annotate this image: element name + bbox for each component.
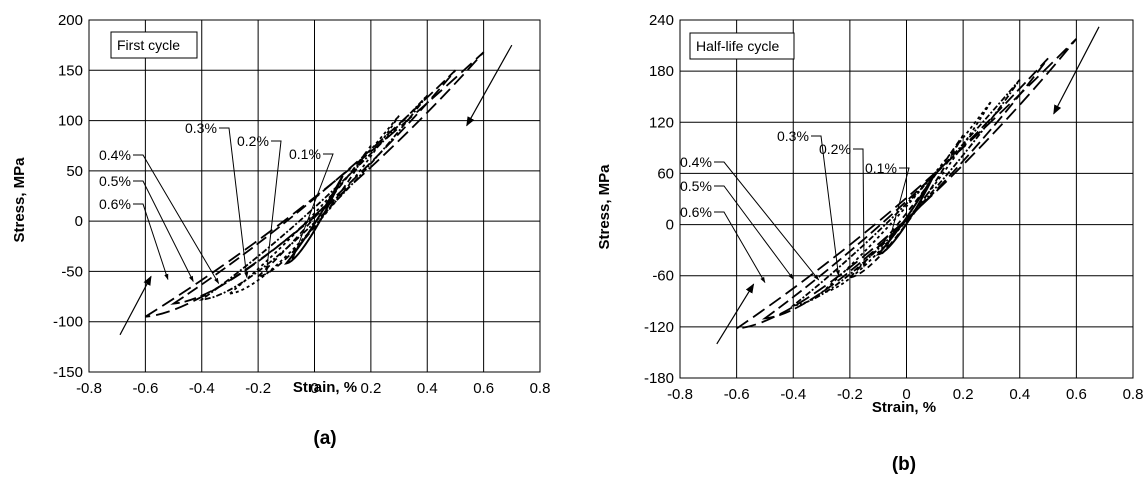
panel-a-legend-text: First cycle	[117, 37, 180, 53]
panel-a-y-ticks: -150 -100 -50 0 50 100 150 200	[53, 12, 83, 381]
y-tick-label: 50	[66, 163, 83, 180]
amplitude-label: 0.2%	[237, 133, 269, 149]
y-tick-label: 180	[649, 63, 674, 80]
panel-b-annotations: 0.6% 0.5% 0.4% 0.3% 0.2% 0.1%	[680, 128, 910, 284]
panel-b-loops	[716, 26, 1100, 345]
panel-a-y-axis-label: Stress, MPa	[11, 157, 28, 243]
amplitude-label: 0.3%	[777, 128, 809, 144]
x-tick-label: -0.8	[76, 380, 102, 397]
panel-a-grid	[88, 19, 541, 373]
y-tick-label: -50	[61, 263, 83, 280]
panel-a-x-axis-label: Strain, %	[293, 379, 357, 396]
x-tick-label: -0.6	[132, 380, 158, 397]
direction-arrow	[716, 283, 755, 345]
x-tick-label: 0.2	[953, 386, 974, 403]
amplitude-label: 0.5%	[99, 173, 131, 189]
amplitude-leader-line	[219, 127, 249, 279]
panel-b-y-axis-label: Stress, MPa	[596, 164, 613, 250]
amplitude-leader-line	[133, 154, 220, 285]
amplitude-leader-line	[853, 148, 867, 268]
x-tick-label: 0.4	[1009, 386, 1030, 403]
x-tick-label: -0.4	[780, 386, 806, 403]
amplitude-leader-line	[265, 140, 282, 273]
amplitude-leader-line	[291, 153, 334, 262]
amplitude-label: 0.2%	[819, 141, 851, 157]
panel-a-loops	[119, 44, 513, 336]
x-tick-label: 0	[310, 380, 318, 397]
y-tick-label: 240	[649, 12, 674, 29]
amplitude-label: 0.6%	[99, 196, 131, 212]
x-tick-label: 0.8	[530, 380, 551, 397]
y-tick-label: -150	[53, 364, 83, 381]
direction-arrow	[1053, 26, 1100, 115]
panel-a-annotations: 0.6% 0.5% 0.4% 0.3% 0.2% 0.1%	[99, 120, 334, 285]
y-tick-label: 60	[657, 165, 674, 182]
amplitude-leader-line	[133, 180, 194, 283]
amplitude-label: 0.6%	[680, 204, 712, 220]
hysteresis-loop-0.6%	[144, 51, 485, 318]
hysteresis-loop-0.6%	[733, 38, 1078, 330]
amplitude-label: 0.4%	[680, 154, 712, 170]
x-tick-label: 0.2	[360, 380, 381, 397]
y-tick-label: 0	[75, 213, 83, 230]
x-tick-label: -0.8	[667, 386, 693, 403]
amplitude-leader-line	[811, 135, 840, 277]
x-tick-label: -0.4	[189, 380, 215, 397]
direction-arrow	[119, 275, 152, 336]
panel-a-chart: -0.8 -0.6 -0.4 -0.2 0 0.2 0.4 0.6 0.8 -150 -100 -5…	[11, 12, 550, 449]
panel-b-x-ticks: -0.8 -0.6 -0.4 -0.2 0 0.2 0.4 0.6 0.8	[667, 386, 1143, 403]
direction-arrow	[466, 44, 513, 127]
y-tick-label: -60	[652, 268, 674, 285]
panel-b-chart: -0.8 -0.6 -0.4 -0.2 0 0.2 0.4 0.6 0.8 -180 -120 -6…	[596, 12, 1143, 475]
amplitude-leader-line	[714, 185, 794, 280]
amplitude-label: 0.1%	[289, 146, 321, 162]
amplitude-label: 0.3%	[185, 120, 217, 136]
amplitude-label: 0.1%	[865, 160, 897, 176]
x-tick-label: -0.2	[245, 380, 271, 397]
x-tick-label: 0.8	[1123, 386, 1144, 403]
y-tick-label: -120	[644, 319, 674, 336]
x-tick-label: -0.6	[724, 386, 750, 403]
y-tick-label: 200	[58, 12, 83, 29]
y-tick-label: -100	[53, 314, 83, 331]
amplitude-leader-line	[714, 211, 766, 284]
panel-b-y-ticks: -180 -120 -60 0 60 120 180 240	[644, 12, 674, 387]
panel-a-x-ticks: -0.8 -0.6 -0.4 -0.2 0 0.2 0.4 0.6 0.8	[76, 380, 550, 397]
panel-a-legend-box	[110, 31, 198, 59]
panel-b-caption: (b)	[892, 454, 916, 475]
amplitude-leader-line	[714, 161, 820, 281]
panel-b-legend-box	[689, 32, 795, 60]
panel-b-plot-area	[679, 19, 1134, 379]
y-tick-label: 0	[666, 217, 674, 234]
panel-b-legend-text: Half-life cycle	[696, 38, 779, 54]
x-tick-label: 0.6	[473, 380, 494, 397]
x-tick-label: -0.2	[837, 386, 863, 403]
amplitude-label: 0.4%	[99, 147, 131, 163]
y-tick-label: -180	[644, 370, 674, 387]
amplitude-leader-line	[886, 167, 910, 251]
hysteresis-loop-0.4%	[198, 94, 428, 301]
amplitude-leader-line	[133, 203, 169, 281]
panel-b-x-axis-label: Strain, %	[872, 399, 936, 416]
hysteresis-loop-0.5%	[761, 57, 1049, 320]
panel-a-plot-area	[88, 19, 541, 373]
y-tick-label: 150	[58, 62, 83, 79]
amplitude-label: 0.5%	[680, 178, 712, 194]
x-tick-label: 0.6	[1066, 386, 1087, 403]
x-tick-label: 0.4	[417, 380, 438, 397]
hysteresis-loop-0.4%	[790, 79, 1021, 307]
y-tick-label: 120	[649, 114, 674, 131]
y-tick-label: 100	[58, 113, 83, 130]
panel-a-caption: (a)	[313, 428, 336, 449]
hysteresis-loop-0.3%	[227, 114, 400, 295]
x-tick-label: 0	[902, 386, 910, 403]
